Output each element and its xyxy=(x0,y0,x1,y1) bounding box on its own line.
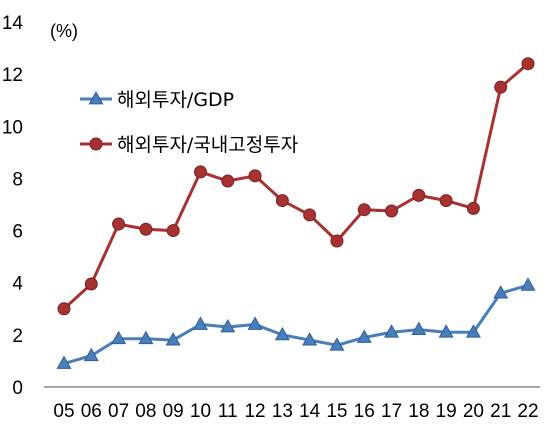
data-point-1 xyxy=(520,277,536,291)
data-point-1 xyxy=(493,285,509,299)
data-point-2 xyxy=(139,222,153,236)
x-tick-label: 21 xyxy=(490,401,511,422)
data-point-1 xyxy=(274,326,290,341)
data-point-1 xyxy=(384,324,400,338)
x-tick-label: 06 xyxy=(81,401,102,422)
y-tick-label: 12 xyxy=(2,65,23,86)
x-tick-label: 17 xyxy=(381,401,402,422)
data-point-2 xyxy=(466,201,480,215)
data-point-2 xyxy=(494,80,508,94)
data-point-2 xyxy=(330,234,344,248)
data-point-2 xyxy=(221,174,235,188)
x-tick-label: 07 xyxy=(108,401,129,422)
y-tick-label: 0 xyxy=(12,378,23,399)
series-2 xyxy=(57,57,535,316)
data-point-2 xyxy=(275,194,289,208)
x-tick-label: 13 xyxy=(272,401,293,422)
data-point-2 xyxy=(357,203,371,217)
x-tick-label: 16 xyxy=(354,401,375,422)
data-point-1 xyxy=(56,355,72,369)
x-tick-label: 22 xyxy=(517,401,538,422)
x-tick-label: 20 xyxy=(463,401,484,422)
legend-marker-2 xyxy=(80,137,112,151)
x-tick-label: 19 xyxy=(436,401,457,422)
legend: 해외투자/GDP 해외투자/국내고정투자 xyxy=(80,89,298,156)
data-point-1 xyxy=(111,330,127,345)
data-point-2 xyxy=(303,208,317,222)
x-axis-ticks: 05 06 07 08 09 10 11 12 13 14 15 16 17 18 19 20 21 22 xyxy=(53,401,538,422)
series-line-1 xyxy=(63,283,529,365)
y-tick-label: 4 xyxy=(12,274,23,295)
y-tick-label: 2 xyxy=(12,326,23,347)
x-tick-label: 10 xyxy=(190,401,211,422)
data-point-2 xyxy=(439,194,453,208)
data-point-1 xyxy=(247,316,263,330)
data-point-2 xyxy=(57,302,71,316)
x-tick-label: 12 xyxy=(244,401,265,422)
x-tick-label: 05 xyxy=(53,401,74,422)
y-tick-label: 6 xyxy=(12,222,23,243)
data-point-1 xyxy=(138,330,154,345)
data-point-1 xyxy=(83,347,99,362)
series-layer xyxy=(56,57,536,369)
data-point-2 xyxy=(521,57,535,71)
data-point-1 xyxy=(220,319,236,333)
data-point-1 xyxy=(302,332,318,346)
legend-symbol-1 xyxy=(88,90,104,105)
data-point-1 xyxy=(165,332,181,346)
data-point-2 xyxy=(385,204,399,218)
legend-symbol-2 xyxy=(89,137,103,151)
data-point-2 xyxy=(84,277,98,291)
data-point-1 xyxy=(438,324,454,338)
data-point-2 xyxy=(112,217,126,231)
x-tick-label: 18 xyxy=(408,401,429,422)
y-tick-label: 8 xyxy=(12,169,23,190)
legend-label-1: 해외투자/GDP xyxy=(117,89,234,111)
data-point-2 xyxy=(248,169,262,183)
legend-label-2: 해외투자/국내고정투자 xyxy=(117,134,298,156)
y-tick-label: 14 xyxy=(2,13,24,34)
x-tick-label: 14 xyxy=(299,401,321,422)
data-point-2 xyxy=(412,188,426,202)
x-tick-label: 11 xyxy=(218,401,238,422)
data-point-1 xyxy=(329,337,345,351)
y-axis-ticks: 0 2 4 6 8 10 12 14 xyxy=(2,13,24,399)
y-tick-label: 10 xyxy=(2,117,23,138)
data-point-1 xyxy=(192,316,208,330)
data-point-1 xyxy=(411,321,427,336)
legend-entry-2: 해외투자/국내고정투자 xyxy=(80,134,298,156)
data-point-2 xyxy=(193,165,207,179)
data-point-2 xyxy=(166,224,180,238)
data-point-1 xyxy=(465,324,481,338)
unit-label: (%) xyxy=(50,21,78,41)
legend-marker-1 xyxy=(80,90,112,105)
data-point-1 xyxy=(356,329,372,343)
x-tick-label: 08 xyxy=(135,401,156,422)
legend-entry-1: 해외투자/GDP xyxy=(80,89,234,111)
series-1 xyxy=(56,277,536,369)
x-tick-label: 15 xyxy=(326,401,347,422)
x-tick-label: 09 xyxy=(163,401,184,422)
